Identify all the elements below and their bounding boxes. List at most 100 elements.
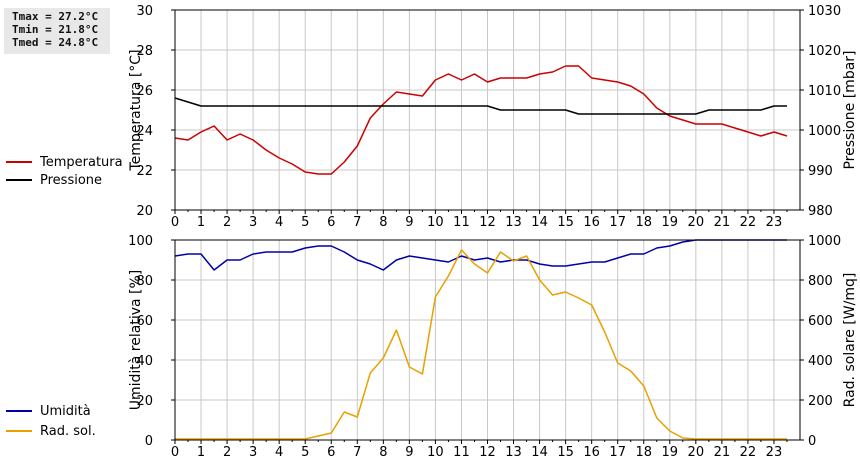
x-tick-label: 9 bbox=[405, 215, 413, 230]
legend-swatch-humidity bbox=[6, 410, 32, 412]
y2-tick-label: 1000 bbox=[808, 234, 841, 249]
x-tick-label: 8 bbox=[379, 445, 387, 460]
x-tick-label: 20 bbox=[688, 445, 705, 460]
x-tick-label: 23 bbox=[766, 215, 783, 230]
y-axis-label: Temperatura [°C] bbox=[128, 49, 144, 171]
x-tick-label: 13 bbox=[505, 445, 522, 460]
y-tick-label: 20 bbox=[136, 394, 153, 409]
y-tick-label: 20 bbox=[136, 204, 153, 219]
x-tick-label: 20 bbox=[688, 215, 705, 230]
x-tick-label: 23 bbox=[766, 445, 783, 460]
x-tick-label: 10 bbox=[427, 445, 444, 460]
x-tick-label: 5 bbox=[301, 215, 309, 230]
legend-top: Temperatura Pressione bbox=[6, 153, 123, 189]
y2-tick-label: 1020 bbox=[808, 44, 841, 59]
legend-label-pressure: Pressione bbox=[40, 172, 103, 188]
y2-axis-label: Pressione [mbar] bbox=[842, 50, 858, 169]
y-tick-label: 30 bbox=[136, 4, 153, 19]
x-tick-label: 14 bbox=[531, 215, 548, 230]
y2-tick-label: 1000 bbox=[808, 124, 841, 139]
x-tick-label: 21 bbox=[714, 445, 731, 460]
x-tick-label: 7 bbox=[353, 215, 361, 230]
x-tick-label: 6 bbox=[327, 215, 335, 230]
y2-tick-label: 980 bbox=[808, 204, 833, 219]
stat-tmin: Tmin = 21.8°C bbox=[12, 23, 99, 36]
x-tick-label: 0 bbox=[171, 445, 179, 460]
x-tick-label: 18 bbox=[635, 215, 652, 230]
y2-tick-label: 600 bbox=[808, 314, 833, 329]
y2-tick-label: 990 bbox=[808, 164, 833, 179]
x-tick-label: 11 bbox=[453, 445, 470, 460]
x-tick-label: 12 bbox=[479, 215, 496, 230]
x-tick-label: 18 bbox=[635, 445, 652, 460]
x-tick-label: 17 bbox=[609, 445, 626, 460]
x-tick-label: 15 bbox=[557, 215, 574, 230]
x-tick-label: 4 bbox=[275, 215, 283, 230]
x-tick-label: 12 bbox=[479, 445, 496, 460]
x-tick-label: 11 bbox=[453, 215, 470, 230]
legend-label-humidity: Umidità bbox=[40, 403, 91, 419]
y-tick-label: 60 bbox=[136, 314, 153, 329]
y2-tick-label: 1030 bbox=[808, 4, 841, 19]
x-tick-label: 13 bbox=[505, 215, 522, 230]
x-tick-label: 22 bbox=[740, 215, 757, 230]
y2-tick-label: 1010 bbox=[808, 84, 841, 99]
x-tick-label: 19 bbox=[662, 215, 679, 230]
x-tick-label: 21 bbox=[714, 215, 731, 230]
x-tick-label: 22 bbox=[740, 445, 757, 460]
series-line-pressione bbox=[174, 97, 787, 115]
x-tick-label: 4 bbox=[275, 445, 283, 460]
x-tick-label: 19 bbox=[662, 445, 679, 460]
x-tick-label: 1 bbox=[197, 445, 205, 460]
x-tick-label: 9 bbox=[405, 445, 413, 460]
y2-tick-label: 800 bbox=[808, 274, 833, 289]
y-tick-label: 22 bbox=[136, 164, 153, 179]
x-tick-label: 8 bbox=[379, 215, 387, 230]
stats-box: Tmax = 27.2°C Tmin = 21.8°C Tmed = 24.8°… bbox=[4, 8, 110, 54]
x-tick-label: 16 bbox=[583, 445, 600, 460]
y-axis-label: Umidità relativa [%] bbox=[128, 270, 144, 411]
legend-label-solar: Rad. sol. bbox=[40, 423, 96, 439]
legend-item-humidity: Umidità bbox=[6, 402, 91, 420]
y-tick-label: 80 bbox=[136, 274, 153, 289]
x-tick-label: 3 bbox=[249, 445, 257, 460]
y-tick-label: 100 bbox=[128, 234, 153, 249]
y2-tick-label: 0 bbox=[808, 434, 816, 449]
x-tick-label: 15 bbox=[557, 445, 574, 460]
legend-item-temperature: Temperatura bbox=[6, 153, 123, 171]
y2-tick-label: 200 bbox=[808, 394, 833, 409]
x-tick-label: 16 bbox=[583, 215, 600, 230]
plot-frame bbox=[174, 9, 801, 211]
x-tick-label: 2 bbox=[223, 215, 231, 230]
y2-tick-label: 400 bbox=[808, 354, 833, 369]
y-tick-label: 24 bbox=[136, 124, 153, 139]
x-tick-label: 10 bbox=[427, 215, 444, 230]
stat-tmax: Tmax = 27.2°C bbox=[12, 10, 99, 23]
x-tick-label: 2 bbox=[223, 445, 231, 460]
y2-axis-label: Rad. solare [W/mq] bbox=[842, 273, 858, 408]
legend-item-solar: Rad. sol. bbox=[6, 422, 96, 440]
legend-item-pressure: Pressione bbox=[6, 171, 123, 189]
series-line-rad-sol bbox=[175, 249, 787, 440]
x-tick-label: 3 bbox=[249, 215, 257, 230]
y-tick-label: 40 bbox=[136, 354, 153, 369]
legend-swatch-solar bbox=[6, 430, 32, 432]
y-tick-label: 28 bbox=[136, 44, 153, 59]
x-tick-label: 6 bbox=[327, 445, 335, 460]
legend-swatch-pressure bbox=[6, 179, 32, 181]
y-tick-label: 0 bbox=[145, 434, 153, 449]
legend-label-temperature: Temperatura bbox=[40, 154, 123, 170]
series-line-temperatura bbox=[174, 65, 788, 175]
x-tick-label: 0 bbox=[171, 215, 179, 230]
x-tick-label: 17 bbox=[609, 215, 626, 230]
x-tick-label: 14 bbox=[531, 445, 548, 460]
stat-tmed: Tmed = 24.8°C bbox=[12, 36, 99, 49]
x-tick-label: 7 bbox=[353, 445, 361, 460]
legend-swatch-temperature bbox=[6, 161, 32, 163]
y-tick-label: 26 bbox=[136, 84, 153, 99]
series-line-umidit bbox=[174, 239, 787, 271]
plot-frame bbox=[174, 239, 801, 441]
x-tick-label: 5 bbox=[301, 445, 309, 460]
x-tick-label: 1 bbox=[197, 215, 205, 230]
